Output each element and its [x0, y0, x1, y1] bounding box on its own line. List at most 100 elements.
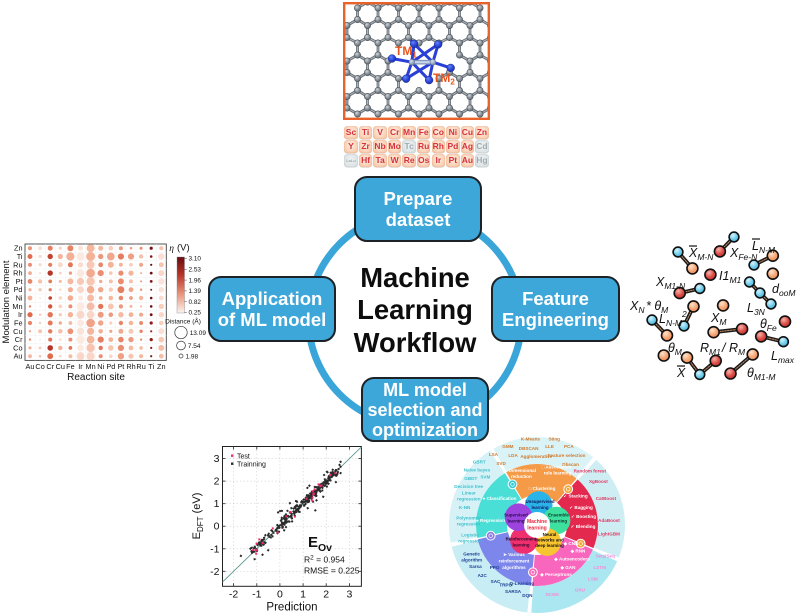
svg-text:DCNN: DCNN — [545, 592, 559, 597]
svg-text:Modulation element: Modulation element — [1, 260, 12, 343]
svg-text:X: X — [676, 366, 686, 380]
svg-text:θM: θM — [668, 341, 683, 357]
svg-text:Prediction: Prediction — [266, 601, 317, 613]
svg-text:Machine: Machine — [527, 519, 547, 525]
svg-text:Random forest: Random forest — [574, 468, 607, 473]
svg-text:◆ Autoencoders: ◆ Autoencoders — [553, 556, 590, 561]
svg-text:L3N: L3N — [747, 301, 766, 317]
svg-text:Rh: Rh — [13, 269, 22, 278]
svg-text:algorithms: algorithms — [502, 565, 526, 570]
svg-text:TRPO: TRPO — [499, 583, 512, 588]
svg-text:7.54: 7.54 — [188, 343, 201, 350]
svg-text:Mn: Mn — [86, 362, 96, 371]
svg-text:Fe: Fe — [66, 362, 75, 371]
svg-text:Ensemble: Ensemble — [548, 513, 569, 518]
svg-text:GBRT: GBRT — [473, 460, 486, 465]
svg-text:Decision tree: Decision tree — [454, 484, 483, 489]
svg-text:η: η — [169, 244, 174, 254]
svg-text:Fe: Fe — [14, 319, 23, 328]
svg-text:XM-N: XM-N — [688, 246, 714, 262]
svg-text:Reinforcement: Reinforcement — [506, 537, 537, 542]
svg-text:● Classification: ● Classification — [483, 496, 517, 501]
svg-text:learning: learning — [512, 543, 529, 548]
svg-text:Co: Co — [35, 362, 44, 371]
svg-text:R2 = 0.954: R2 = 0.954 — [304, 555, 345, 565]
svg-text:Unsupervised: Unsupervised — [525, 499, 554, 504]
svg-text:rule learning: rule learning — [544, 471, 572, 476]
svg-text:LSA: LSA — [489, 452, 499, 457]
svg-text:Mn: Mn — [12, 302, 22, 311]
svg-text:1.96: 1.96 — [189, 277, 202, 284]
svg-text:Au: Au — [14, 352, 23, 361]
svg-text:2.53: 2.53 — [189, 267, 202, 274]
svg-text:3: 3 — [214, 453, 220, 465]
svg-text:regression: regression — [457, 497, 481, 502]
svg-text:Cr: Cr — [15, 335, 23, 344]
svg-text:Q-Learning: Q-Learning — [510, 581, 535, 586]
svg-text:Linear: Linear — [462, 491, 476, 496]
svg-text:Sting: Sting — [548, 437, 560, 442]
svg-text:□ Clustering: □ Clustering — [529, 486, 556, 491]
svg-text:Reaction site: Reaction site — [67, 372, 125, 383]
svg-text:Ir: Ir — [18, 310, 23, 319]
svg-text:✓ Boosting: ✓ Boosting — [571, 514, 596, 519]
svg-text:PPO: PPO — [490, 565, 500, 570]
svg-text:◆ RNN: ◆ RNN — [570, 549, 586, 554]
svg-text:SVM: SVM — [480, 475, 490, 480]
svg-text:TM2: TM2 — [433, 71, 455, 87]
svg-text:regression: regression — [458, 538, 482, 543]
svg-text:LSM: LSM — [588, 577, 598, 582]
svg-text:1: 1 — [300, 588, 306, 600]
svg-text:LLE: LLE — [545, 444, 554, 449]
svg-text:SAC: SAC — [491, 579, 501, 584]
svg-text:□ Dimensional: □ Dimensional — [505, 468, 536, 473]
svg-text:-2: -2 — [229, 588, 238, 600]
svg-text:Polynomial: Polynomial — [456, 515, 481, 520]
svg-text:learning: learning — [531, 505, 548, 510]
svg-text:learning: learning — [550, 519, 567, 524]
svg-text:-1: -1 — [210, 543, 219, 555]
svg-text:Rh: Rh — [126, 362, 135, 371]
svg-text:➤ Various: ➤ Various — [503, 552, 525, 557]
svg-text:13.09: 13.09 — [190, 330, 207, 337]
svg-text:Pt: Pt — [117, 362, 124, 371]
svg-text:Neural: Neural — [543, 532, 557, 537]
svg-text:1.98: 1.98 — [186, 353, 199, 360]
svg-text:learning: learning — [507, 519, 524, 524]
svg-text:K-Means: K-Means — [521, 437, 541, 442]
svg-text:Pd: Pd — [106, 362, 115, 371]
svg-text:A2C: A2C — [478, 573, 488, 578]
svg-text:Cu: Cu — [13, 327, 22, 336]
svg-text:Supervised: Supervised — [504, 513, 528, 518]
svg-text:Feature selection: Feature selection — [548, 453, 586, 458]
svg-text:SVD: SVD — [496, 461, 506, 466]
svg-text:K-NN: K-NN — [459, 505, 471, 510]
svg-text:XgBoost: XgBoost — [589, 479, 608, 484]
svg-text:Ru: Ru — [136, 362, 145, 371]
svg-text:Ti: Ti — [148, 362, 154, 371]
svg-text:Dbscan: Dbscan — [562, 462, 579, 467]
svg-text:EDFT (eV): EDFT (eV) — [191, 493, 205, 540]
svg-text:dooM: dooM — [772, 282, 796, 298]
svg-text:PCA: PCA — [564, 444, 574, 449]
svg-text:✓ Blending: ✓ Blending — [571, 524, 596, 529]
svg-text:Lmax: Lmax — [771, 349, 795, 365]
svg-text:0: 0 — [277, 588, 283, 600]
svg-text:reduction: reduction — [511, 474, 532, 479]
svg-text:LSTM: LSTM — [593, 565, 606, 570]
svg-text:-1: -1 — [252, 588, 261, 600]
svg-text:0.82: 0.82 — [189, 299, 202, 306]
svg-text:-2: -2 — [210, 566, 219, 578]
svg-text:3.10: 3.10 — [189, 256, 202, 263]
svg-text:Distance (Å): Distance (Å) — [165, 317, 201, 326]
svg-text:Sarsa: Sarsa — [469, 564, 482, 569]
svg-text:CatBoost: CatBoost — [596, 496, 617, 501]
svg-text:Genetic: Genetic — [463, 551, 480, 556]
svg-text:1: 1 — [214, 498, 220, 510]
svg-text:GMM: GMM — [502, 444, 513, 449]
svg-text:Ti: Ti — [17, 252, 23, 261]
svg-text:Logistic: Logistic — [461, 532, 479, 537]
svg-text:LightGBM: LightGBM — [598, 532, 620, 537]
svg-text:Cr: Cr — [46, 362, 54, 371]
svg-text:regression: regression — [457, 521, 481, 526]
